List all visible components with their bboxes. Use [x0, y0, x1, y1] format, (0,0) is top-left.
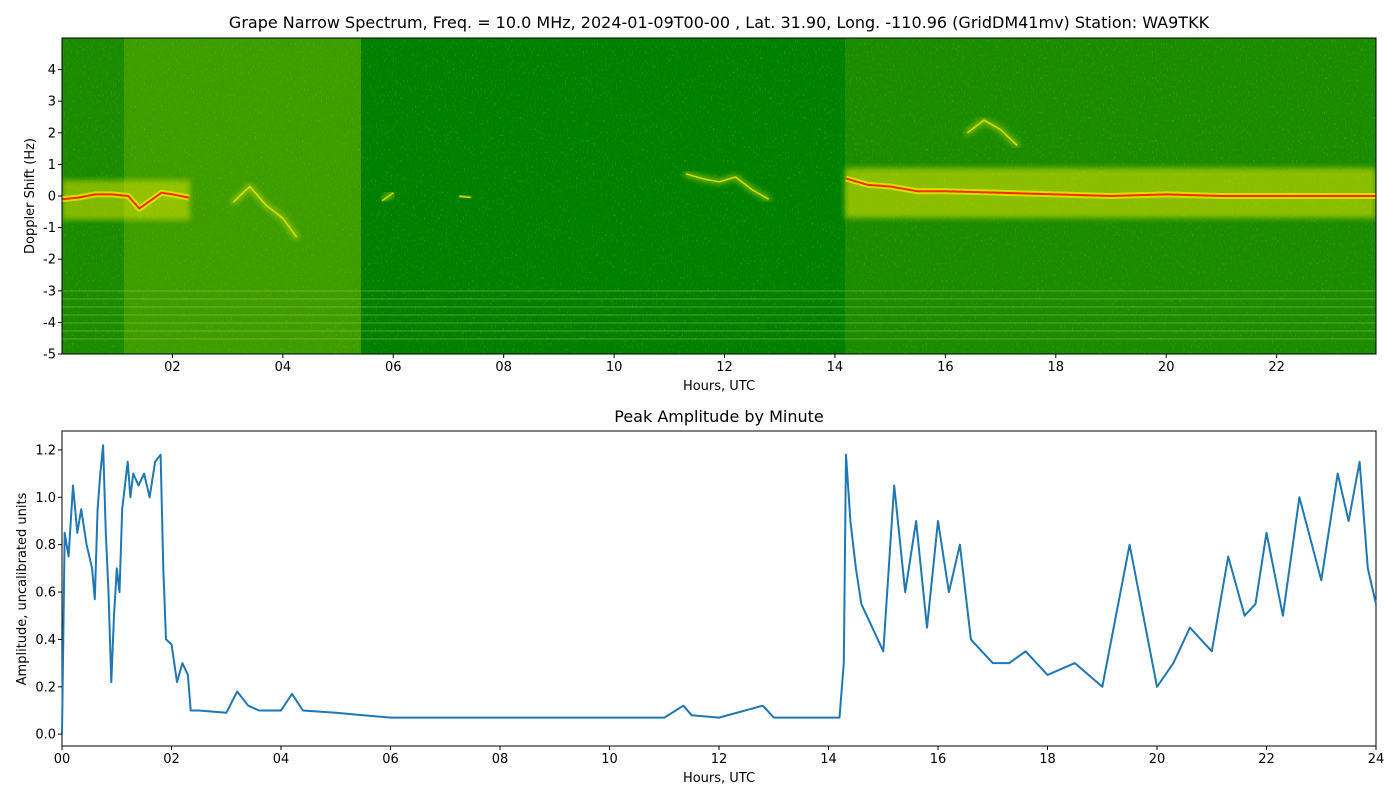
y-tick-label: -2: [43, 253, 56, 268]
x-tick-label: 06: [385, 360, 402, 375]
amplitude-panel: Peak Amplitude by Minute 00 02 04 06 08 10 12 1…: [15, 407, 1384, 786]
weak-doppler-trace-core: [685, 173, 770, 200]
amplitude-x-ticks: 00 02 04 06 08 10 12 14 16 18 20 22 24: [54, 746, 1385, 767]
y-tick-label: -1: [43, 221, 56, 236]
spectrogram-title: Grape Narrow Spectrum, Freq. = 10.0 MHz,…: [229, 13, 1210, 32]
amplitude-plot-area: [61, 430, 1377, 747]
y-tick-label: -5: [43, 348, 56, 363]
weak-doppler-trace-core: [232, 185, 298, 238]
x-tick-label: 02: [163, 752, 180, 767]
spectrogram-y-label: Doppler Shift (Hz): [23, 138, 38, 254]
x-tick-label: 00: [54, 752, 71, 767]
x-tick-label: 08: [492, 752, 509, 767]
y-tick-label: 4: [48, 63, 56, 78]
amplitude-y-label: Amplitude, uncalibrated units: [15, 492, 30, 685]
x-tick-label: 22: [1258, 752, 1275, 767]
y-tick-label: 0.0: [35, 728, 56, 743]
y-tick-label: 0: [48, 190, 56, 205]
x-tick-label: 24: [1368, 752, 1385, 767]
spectrogram-traces: [62, 117, 1376, 240]
x-tick-label: 20: [1158, 360, 1175, 375]
x-tick-label: 04: [275, 360, 292, 375]
weak-doppler-trace-core: [381, 192, 394, 202]
x-tick-label: 06: [382, 752, 399, 767]
x-tick-label: 10: [601, 752, 618, 767]
x-tick-label: 08: [495, 360, 512, 375]
y-tick-label: 1: [48, 158, 56, 173]
y-tick-label: 1.0: [35, 491, 56, 506]
spectrogram-panel: Grape Narrow Spectrum, Freq. = 10.0 MHz,…: [23, 13, 1377, 394]
carrier-glow-early: [62, 180, 190, 220]
y-tick-label: 0.8: [35, 538, 56, 553]
x-tick-label: 16: [937, 360, 954, 375]
spectrogram-y-ticks: -5 -4 -3 -2 -1 0 1 2 3 4: [43, 63, 62, 363]
y-tick-label: 0.2: [35, 680, 56, 695]
x-tick-label: 22: [1268, 360, 1285, 375]
x-tick-label: 16: [930, 752, 947, 767]
weak-doppler-trace-core: [966, 119, 1018, 146]
x-tick-label: 12: [716, 360, 733, 375]
y-tick-label: 0.6: [35, 586, 56, 601]
spectrogram-x-ticks: 02 04 06 08 10 12 14 16 18 20 22: [164, 354, 1285, 375]
carrier-trace: [845, 177, 1376, 197]
y-tick-label: -4: [43, 316, 56, 331]
y-tick-label: 0.4: [35, 633, 56, 648]
y-tick-label: 3: [48, 95, 56, 110]
amplitude-series-line: [61, 444, 1377, 735]
x-tick-label: 10: [606, 360, 623, 375]
amplitude-x-label: Hours, UTC: [683, 771, 755, 786]
amplitude-title: Peak Amplitude by Minute: [614, 407, 824, 426]
x-tick-label: 12: [711, 752, 728, 767]
x-tick-label: 04: [273, 752, 290, 767]
x-tick-label: 18: [1048, 360, 1065, 375]
spectrogram-x-label: Hours, UTC: [683, 379, 755, 394]
amplitude-y-ticks: 0.0 0.2 0.4 0.6 0.8 1.0 1.2: [35, 443, 62, 743]
weak-doppler-trace-core: [459, 195, 471, 199]
y-tick-label: -3: [43, 284, 56, 299]
x-tick-label: 02: [164, 360, 181, 375]
x-tick-label: 14: [820, 752, 837, 767]
carrier-trace: [62, 191, 190, 210]
y-tick-label: 2: [48, 126, 56, 141]
x-tick-label: 18: [1039, 752, 1056, 767]
x-tick-label: 20: [1149, 752, 1166, 767]
y-tick-label: 1.2: [35, 443, 56, 458]
x-tick-label: 14: [827, 360, 844, 375]
interference-lines: [62, 290, 1376, 340]
